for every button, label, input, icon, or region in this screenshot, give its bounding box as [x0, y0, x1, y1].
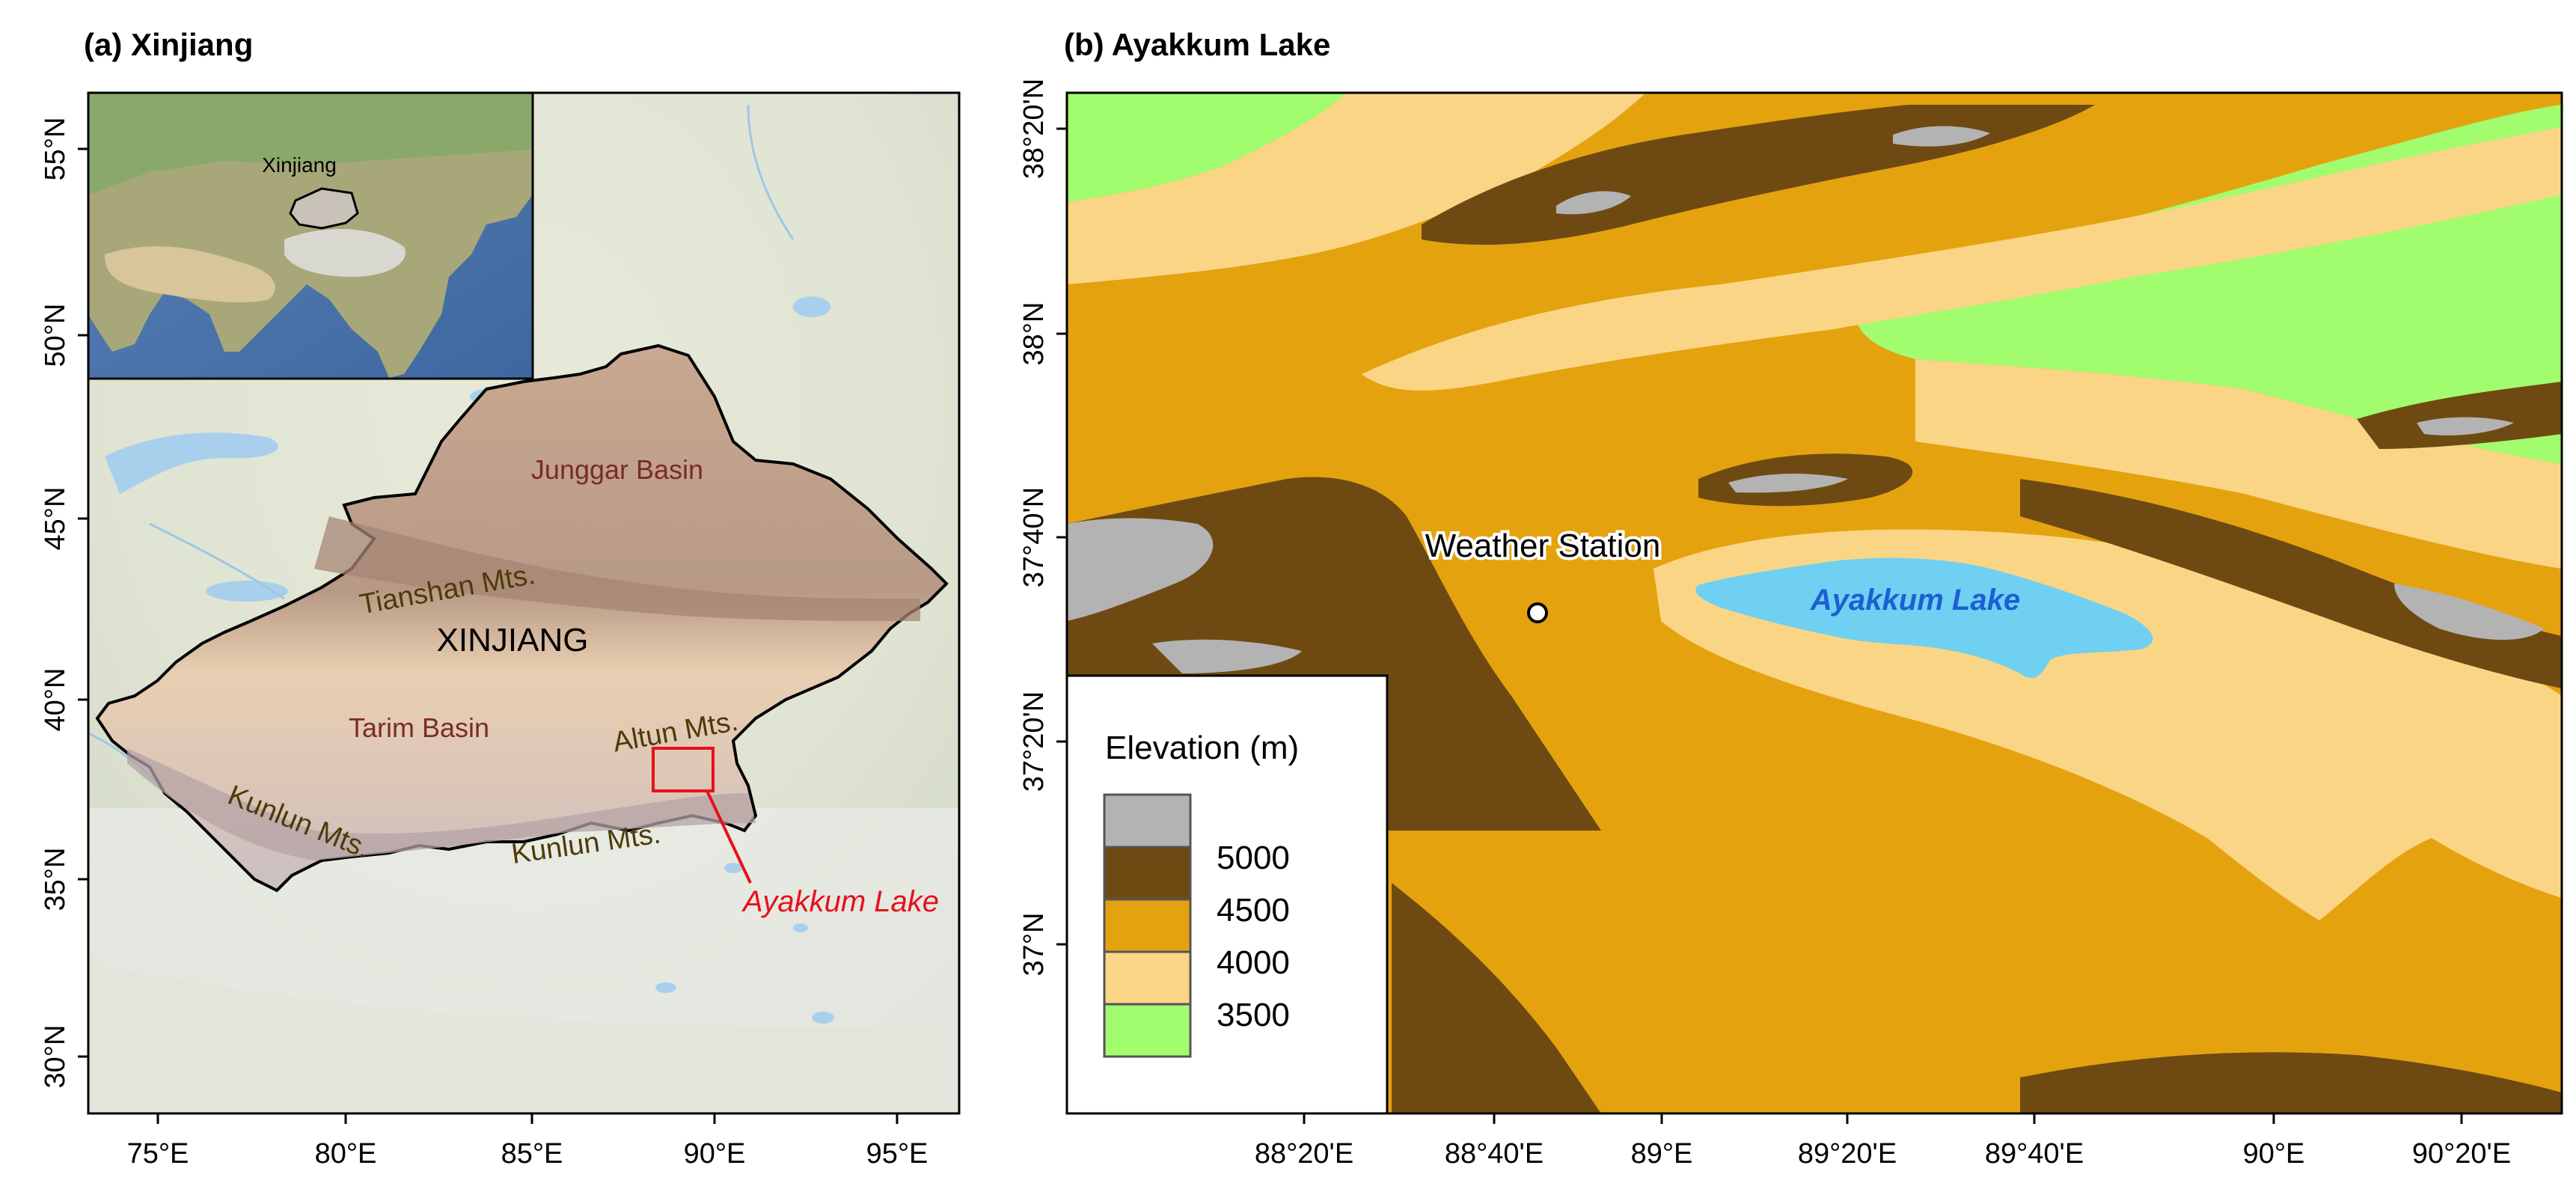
lake-small-6 [655, 982, 676, 993]
elev-5000-north [1556, 191, 1631, 215]
lat-tick-a-0: 55°N [40, 117, 71, 181]
lon-tick-a-0: 75°E [127, 1138, 189, 1170]
label-tarim-basin: Tarim Basin [349, 712, 489, 743]
lon-tick-a-3: 90°E [684, 1138, 746, 1170]
lake-small-1 [793, 296, 830, 317]
panel-b-lon-axis: 88°20'E 88°40'E 89°E 89°20'E 89°40'E 90°… [1255, 1113, 2511, 1170]
inset-desert [105, 246, 275, 303]
lat-tick-a-1: 50°N [40, 304, 71, 367]
lon-tick-b-6: 90°20'E [2412, 1138, 2511, 1170]
lat-tick-b-1: 38°N [1018, 302, 1050, 366]
tianshan-band [314, 516, 920, 621]
river-2 [149, 522, 285, 600]
panel-a-frame [87, 91, 961, 1115]
legend-swatch-4000-4500 [1103, 898, 1192, 953]
lat-tick-a-3: 40°N [40, 668, 71, 732]
panel-b-frame [1065, 91, 2563, 1115]
inset-xinjiang [289, 187, 359, 230]
panel-a-lat-axis: 55°N 50°N 45°N 40°N 35°N 30°N [40, 117, 88, 1089]
lon-tick-b-2: 89°E [1631, 1138, 1693, 1170]
lat-tick-b-0: 38°20'N [1018, 79, 1050, 179]
elev-5000-east [2394, 584, 2544, 640]
elev-3500-east [1915, 359, 2562, 569]
panel-a: (a) Xinjiang [40, 27, 961, 1170]
lon-tick-b-4: 89°40'E [1985, 1138, 2084, 1170]
elev-5000-west [1067, 518, 1214, 621]
river-1 [747, 104, 795, 240]
xinjiang-boundary [95, 343, 949, 893]
elev-5000-central [1728, 474, 1848, 493]
elev-5000-westlow [1152, 639, 1302, 673]
lake-issyk-kul [206, 581, 288, 602]
legend-break-3500: 3500 [1217, 997, 1290, 1033]
elev-4500-ne [2357, 382, 2562, 449]
legend-swatch-below-3500 [1103, 1003, 1192, 1058]
lake-balkhash [105, 433, 278, 494]
kunlun-band [127, 748, 756, 861]
panel-b-title: (b) Ayakkum Lake [1064, 27, 1330, 62]
lat-tick-a-4: 35°N [40, 848, 71, 911]
legend-break-5000: 5000 [1217, 840, 1290, 876]
panel-b-map: Ayakkum Lake Weather Station Elevation (… [1067, 93, 2562, 1113]
lon-tick-b-1: 88°40'E [1445, 1138, 1544, 1170]
callout-line [706, 790, 752, 884]
lat-tick-b-2: 37°40'N [1018, 487, 1050, 587]
label-ayakkum-callout: Ayakkum Lake [741, 885, 939, 918]
elev-5000-ne [2417, 417, 2514, 435]
lat-tick-b-3: 37°20'N [1018, 691, 1050, 792]
elev-3500-central [1362, 127, 2562, 391]
legend-swatch-3500-4000 [1103, 950, 1192, 1006]
elev-4500-se [2020, 1052, 2562, 1113]
panel-b: (b) Ayakkum Lake [1018, 27, 2563, 1170]
elev-4500-eastridge [2020, 479, 2562, 688]
inset-label: Xinjiang [262, 153, 337, 177]
inset-green [88, 93, 533, 195]
label-ayakkum-lake: Ayakkum Lake [1810, 584, 2020, 617]
lon-tick-a-4: 95°E [866, 1138, 928, 1170]
lon-tick-a-2: 85°E [501, 1138, 563, 1170]
elevation-legend: Elevation (m) 5000 4500 4000 3500 [1067, 674, 1389, 1113]
legend-swatch-above-5000 [1103, 793, 1192, 849]
lon-tick-a-1: 80°E [315, 1138, 377, 1170]
lat-tick-b-4: 37°N [1018, 913, 1050, 976]
elev-5000-north2 [1893, 126, 1990, 147]
lon-tick-b-0: 88°20'E [1255, 1138, 1353, 1170]
inset-map: Xinjiang [88, 93, 534, 380]
elev-below-3500-west [1067, 93, 1347, 202]
label-weather-station: Weather Station [1425, 528, 1661, 564]
lake-small-3 [812, 1012, 834, 1024]
panel-a-map: Xinjiang Junggar Basin Tianshan Mts. XIN… [88, 93, 959, 1113]
lon-tick-b-3: 89°20'E [1798, 1138, 1897, 1170]
panel-a-lon-axis: 75°E 80°E 85°E 90°E 95°E [127, 1113, 928, 1170]
lake-small-4 [724, 863, 742, 873]
legend-break-4500: 4500 [1217, 892, 1290, 929]
lat-tick-a-5: 30°N [40, 1025, 71, 1089]
lat-tick-a-2: 45°N [40, 487, 71, 551]
himalaya-ridge [88, 965, 959, 1113]
panel-a-title: (a) Xinjiang [84, 27, 253, 62]
lon-tick-b-5: 90°E [2243, 1138, 2305, 1170]
weather-station-marker [1527, 602, 1548, 623]
legend-title: Elevation (m) [1105, 730, 1299, 766]
label-xinjiang: XINJIANG [437, 622, 589, 658]
study-area-box [652, 747, 715, 792]
legend-break-4000: 4000 [1217, 944, 1290, 981]
elev-4500-south [1392, 883, 1601, 1113]
label-junggar-basin: Junggar Basin [531, 454, 703, 485]
elev-3500-north [1067, 93, 1646, 284]
ayakkum-lake [1695, 557, 2153, 679]
inset-tibet [284, 229, 406, 277]
panel-b-lat-axis: 38°20'N 38°N 37°40'N 37°20'N 37°N [1018, 79, 1067, 976]
legend-swatch-4500-5000 [1103, 846, 1192, 901]
lake-small-5 [793, 923, 808, 932]
